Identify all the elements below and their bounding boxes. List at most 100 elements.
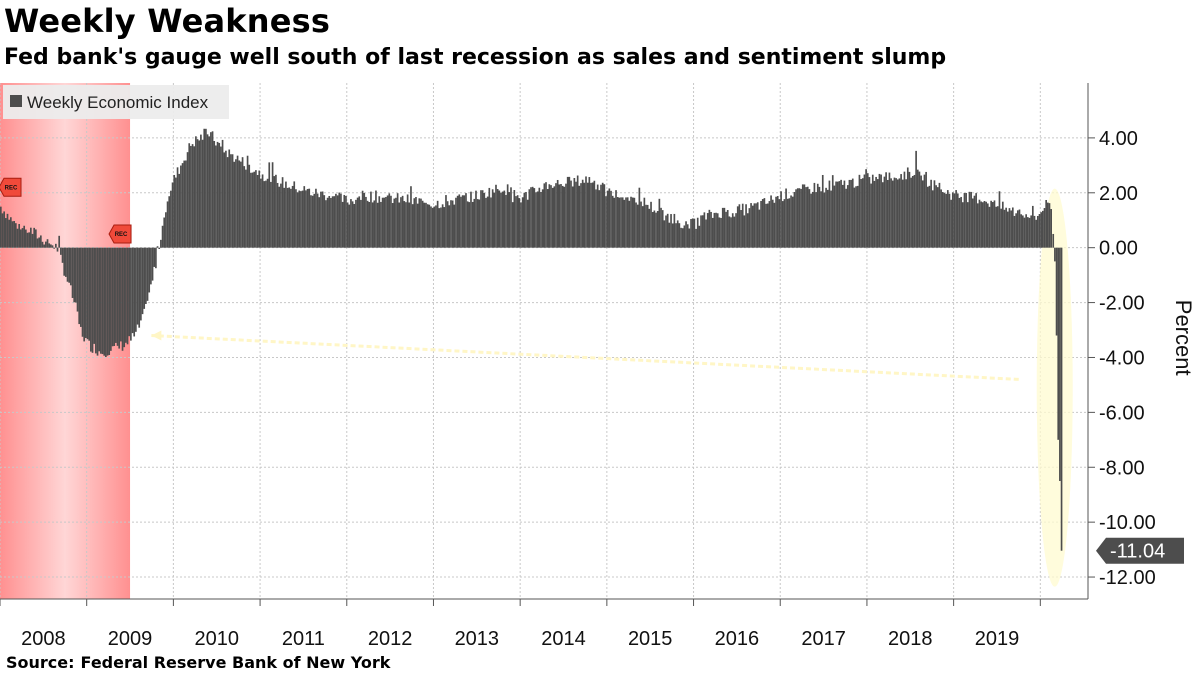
bar-week-117 bbox=[195, 136, 197, 248]
bar-week-348 bbox=[580, 183, 582, 248]
bar-week-624 bbox=[1040, 212, 1042, 248]
bar-week-426 bbox=[710, 211, 712, 248]
bar-week-7 bbox=[11, 221, 14, 248]
bar-week-211 bbox=[351, 201, 354, 248]
bar-week-31 bbox=[51, 245, 54, 248]
bar-week-606 bbox=[1010, 210, 1012, 248]
bar-week-190 bbox=[316, 193, 319, 248]
bar-week-529 bbox=[881, 182, 884, 248]
bar-week-2 bbox=[3, 211, 5, 248]
bar-week-153 bbox=[255, 170, 257, 248]
bar-week-546 bbox=[910, 177, 912, 248]
bar-week-8 bbox=[13, 221, 16, 248]
bar-week-121 bbox=[201, 139, 204, 248]
bar-week-415 bbox=[691, 218, 694, 248]
bar-week-495 bbox=[825, 187, 827, 248]
bar-week-74 bbox=[123, 247, 126, 348]
bar-week-169 bbox=[281, 177, 284, 248]
bar-week-444 bbox=[740, 210, 742, 248]
bar-week-408 bbox=[680, 227, 682, 248]
bar-week-147 bbox=[245, 169, 247, 248]
bar-week-354 bbox=[590, 182, 592, 248]
bar-week-259 bbox=[431, 207, 434, 248]
bar-week-281 bbox=[468, 202, 471, 248]
bar-week-111 bbox=[185, 160, 187, 248]
bar-week-4 bbox=[6, 213, 9, 248]
bar-week-233 bbox=[388, 193, 391, 248]
bar-week-98 bbox=[163, 217, 166, 248]
x-tick-label-2008: 2008 bbox=[21, 628, 66, 650]
bar-week-99 bbox=[165, 212, 167, 248]
bar-week-344 bbox=[573, 178, 576, 248]
bar-week-41 bbox=[68, 247, 71, 283]
bar-week-13 bbox=[21, 228, 24, 248]
bar-week-273 bbox=[455, 197, 457, 248]
bar-week-425 bbox=[708, 209, 711, 248]
bar-week-552 bbox=[920, 175, 922, 248]
bar-week-105 bbox=[175, 177, 177, 248]
y-tick-label-5: -6.00 bbox=[1099, 402, 1145, 424]
bar-week-409 bbox=[681, 228, 684, 248]
bar-week-451 bbox=[751, 205, 754, 248]
bar-week-473 bbox=[788, 198, 791, 248]
bar-week-385 bbox=[641, 206, 644, 248]
bar-week-265 bbox=[441, 204, 444, 248]
bar-week-608 bbox=[1013, 215, 1016, 248]
bar-week-375 bbox=[625, 197, 627, 248]
bar-week-80 bbox=[133, 247, 136, 337]
x-tick-label-2015: 2015 bbox=[628, 628, 673, 650]
bar-week-0 bbox=[0, 206, 2, 248]
bar-week-519 bbox=[865, 169, 867, 248]
bar-week-342 bbox=[570, 180, 572, 248]
bar-week-171 bbox=[285, 181, 287, 248]
bar-week-588 bbox=[980, 201, 982, 248]
legend-label: Weekly Economic Index bbox=[27, 93, 209, 112]
bar-week-470 bbox=[783, 199, 786, 248]
bar-week-48 bbox=[80, 247, 82, 327]
bar-week-527 bbox=[878, 173, 881, 248]
bar-week-507 bbox=[845, 188, 847, 248]
bar-week-569 bbox=[948, 193, 951, 248]
bar-week-135 bbox=[225, 150, 227, 248]
bar-week-64 bbox=[106, 247, 109, 356]
bar-week-292 bbox=[486, 196, 489, 248]
y-axis-label: Percent bbox=[1171, 300, 1196, 376]
bar-week-73 bbox=[121, 247, 124, 351]
bar-week-583 bbox=[971, 198, 974, 248]
bar-week-480 bbox=[800, 188, 802, 248]
bar-week-166 bbox=[276, 182, 279, 248]
bar-week-493 bbox=[821, 174, 824, 248]
bar-week-180 bbox=[300, 191, 302, 248]
bar-week-11 bbox=[18, 224, 21, 248]
x-tick-label-2009: 2009 bbox=[108, 628, 153, 650]
bar-week-104 bbox=[173, 174, 176, 248]
bar-week-252 bbox=[420, 198, 422, 248]
bar-week-142 bbox=[236, 155, 239, 248]
bar-week-594 bbox=[990, 200, 992, 248]
bar-week-123 bbox=[205, 128, 207, 248]
bar-week-434 bbox=[723, 207, 726, 248]
source-label: Source: bbox=[6, 653, 75, 672]
bar-week-155 bbox=[258, 170, 261, 248]
bar-week-343 bbox=[571, 186, 574, 248]
bar-week-61 bbox=[101, 247, 104, 355]
bar-week-573 bbox=[955, 190, 957, 248]
bar-week-100 bbox=[166, 201, 169, 248]
bar-week-597 bbox=[995, 206, 997, 248]
grid-lines bbox=[0, 83, 1088, 599]
bar-week-30 bbox=[50, 244, 52, 248]
bar-week-115 bbox=[191, 144, 194, 248]
bar-week-316 bbox=[526, 199, 529, 248]
bar-week-206 bbox=[343, 194, 346, 248]
bar-week-14 bbox=[23, 225, 26, 248]
bar-week-369 bbox=[615, 190, 617, 248]
bar-week-261 bbox=[435, 205, 437, 248]
bar-week-609 bbox=[1015, 213, 1017, 248]
bar-week-106 bbox=[176, 167, 179, 248]
bar-week-431 bbox=[718, 217, 721, 248]
bar-week-136 bbox=[226, 157, 229, 248]
bar-week-51 bbox=[85, 247, 87, 338]
bar-week-327 bbox=[545, 182, 547, 248]
bar-week-192 bbox=[320, 191, 322, 248]
bar-week-589 bbox=[981, 202, 984, 248]
